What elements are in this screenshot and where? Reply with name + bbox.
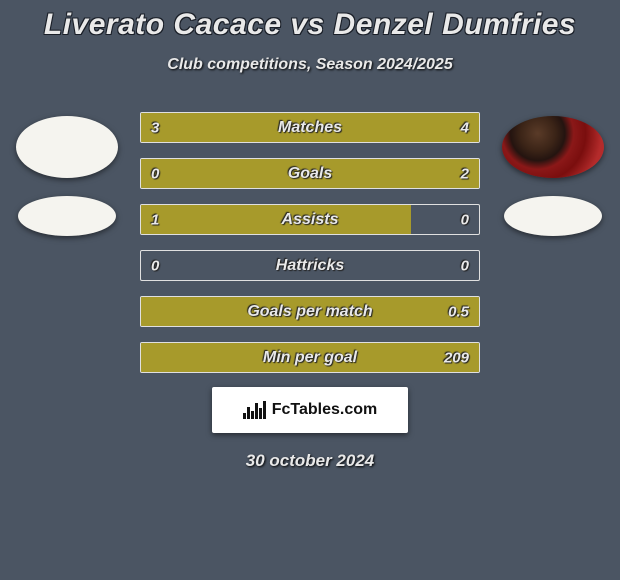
brand-name: FcTables.com [272, 401, 378, 419]
brand-chart-icon [243, 401, 266, 419]
stat-row: 1 Assists 0 [140, 204, 480, 235]
stat-label: Matches [278, 119, 342, 137]
stat-value-right: 2 [461, 165, 469, 182]
stat-value-right: 0 [461, 257, 469, 274]
stat-value-right: 0.5 [448, 303, 469, 320]
stat-value-right: 4 [461, 119, 469, 136]
comparison-card: Liverato Cacace vs Denzel Dumfries Club … [0, 0, 620, 471]
bar-fill-left [141, 113, 276, 142]
bar-fill-left [141, 343, 276, 372]
bar-fill-left [141, 205, 411, 234]
stat-row: 0 Hattricks 0 [140, 250, 480, 281]
player-right-badge [504, 196, 602, 236]
player-right-avatar [502, 116, 604, 178]
stat-row: Min per goal 209 [140, 342, 480, 373]
stat-row: Goals per match 0.5 [140, 296, 480, 327]
stat-value-left: 0 [151, 257, 159, 274]
footer-date: 30 october 2024 [0, 451, 620, 471]
stat-value-left: 0 [151, 165, 159, 182]
stat-value-right: 209 [444, 349, 469, 366]
bar-fill-left [141, 297, 256, 326]
player-left-avatar [16, 116, 118, 178]
stat-label: Goals per match [247, 303, 372, 321]
stats-bars: 3 Matches 4 0 Goals 2 1 Assists 0 0 Hattricks 0 Goal… [140, 112, 480, 373]
brand-card: FcTables.com [212, 387, 408, 433]
stat-row: 0 Goals 2 [140, 158, 480, 189]
player-left-column [12, 112, 122, 236]
stat-value-right: 0 [461, 211, 469, 228]
stat-label: Assists [282, 211, 339, 229]
player-left-badge [18, 196, 116, 236]
player-right-column [498, 112, 608, 236]
stat-label: Min per goal [263, 349, 357, 367]
page-title: Liverato Cacace vs Denzel Dumfries [0, 8, 620, 42]
stat-value-left: 3 [151, 119, 159, 136]
stat-label: Goals [288, 165, 332, 183]
stat-label: Hattricks [276, 257, 344, 275]
content-row: 3 Matches 4 0 Goals 2 1 Assists 0 0 Hattricks 0 Goal… [0, 112, 620, 373]
stat-value-left: 1 [151, 211, 159, 228]
subtitle: Club competitions, Season 2024/2025 [0, 56, 620, 74]
stat-row: 3 Matches 4 [140, 112, 480, 143]
